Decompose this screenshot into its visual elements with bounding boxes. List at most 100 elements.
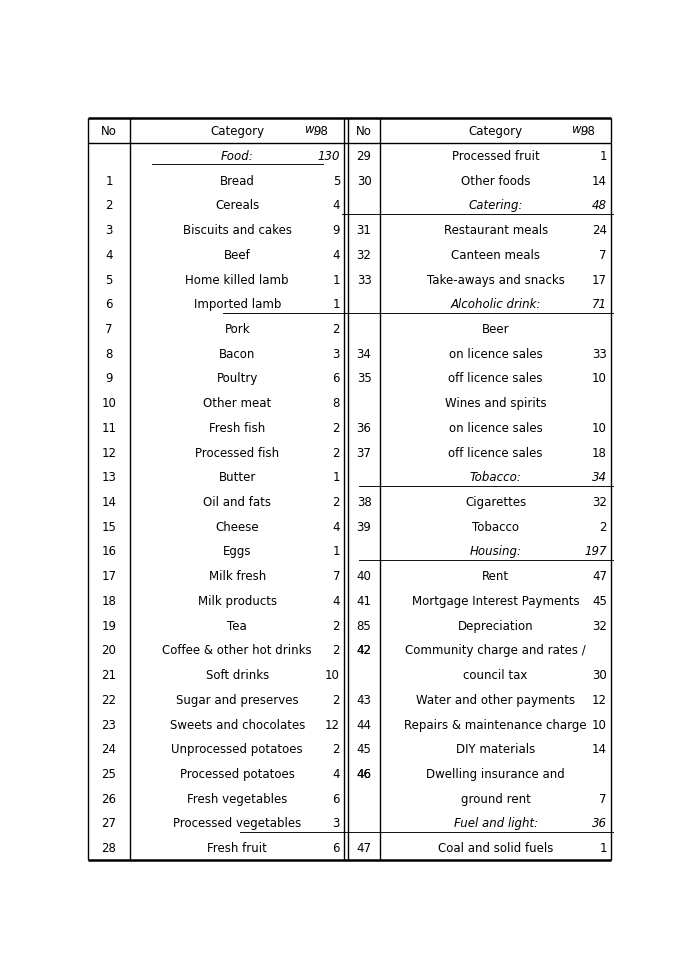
Text: Poultry: Poultry xyxy=(216,372,258,385)
Text: Fresh fruit: Fresh fruit xyxy=(207,841,267,855)
Text: Repairs & maintenance charge: Repairs & maintenance charge xyxy=(404,718,587,731)
Text: 34: 34 xyxy=(592,471,607,484)
Text: 24: 24 xyxy=(102,742,117,756)
Text: Bacon: Bacon xyxy=(219,347,255,360)
Text: 1: 1 xyxy=(105,174,113,187)
Text: Housing:: Housing: xyxy=(470,545,522,558)
Text: 10: 10 xyxy=(592,718,607,731)
Text: Tobacco:: Tobacco: xyxy=(470,471,522,484)
Text: 13: 13 xyxy=(102,471,117,484)
Text: 37: 37 xyxy=(357,446,372,459)
Text: 18: 18 xyxy=(592,446,607,459)
Text: 21: 21 xyxy=(102,669,117,681)
Text: Imported lamb: Imported lamb xyxy=(194,297,281,311)
Text: Tea: Tea xyxy=(227,619,247,632)
Text: Catering:: Catering: xyxy=(469,200,523,212)
Text: Home killed lamb: Home killed lamb xyxy=(186,273,289,286)
Text: 2: 2 xyxy=(333,693,340,706)
Text: 4: 4 xyxy=(333,248,340,262)
Text: 35: 35 xyxy=(357,372,372,385)
Text: 2: 2 xyxy=(333,619,340,632)
Text: 98: 98 xyxy=(580,125,595,138)
Text: Soft drinks: Soft drinks xyxy=(205,669,269,681)
Text: 2: 2 xyxy=(599,520,607,533)
Text: 7: 7 xyxy=(599,792,607,805)
Text: 4: 4 xyxy=(333,520,340,533)
Text: 30: 30 xyxy=(592,669,607,681)
Text: Processed fruit: Processed fruit xyxy=(451,150,539,163)
Text: Beer: Beer xyxy=(482,323,509,335)
Text: Biscuits and cakes: Biscuits and cakes xyxy=(183,224,292,236)
Text: Fuel and light:: Fuel and light: xyxy=(454,817,537,829)
Text: Community charge and rates /: Community charge and rates / xyxy=(405,643,586,657)
Text: Water and other payments: Water and other payments xyxy=(416,693,575,706)
Text: 45: 45 xyxy=(592,594,607,608)
Text: 16: 16 xyxy=(102,545,117,558)
Text: 3: 3 xyxy=(105,224,113,236)
Text: 31: 31 xyxy=(357,224,372,236)
Text: Oil and fats: Oil and fats xyxy=(203,495,271,509)
Text: 6: 6 xyxy=(333,792,340,805)
Text: 10: 10 xyxy=(592,372,607,385)
Text: 36: 36 xyxy=(357,422,372,434)
Text: 25: 25 xyxy=(102,767,117,780)
Text: Restaurant meals: Restaurant meals xyxy=(443,224,548,236)
Text: DIY materials: DIY materials xyxy=(456,742,535,756)
Text: Fresh fish: Fresh fish xyxy=(209,422,265,434)
Text: Take-aways and snacks: Take-aways and snacks xyxy=(427,273,565,286)
Text: 1: 1 xyxy=(333,297,340,311)
Text: 46: 46 xyxy=(357,767,372,780)
Text: 2: 2 xyxy=(333,742,340,756)
Text: 12: 12 xyxy=(102,446,117,459)
Text: 34: 34 xyxy=(357,347,372,360)
Text: 39: 39 xyxy=(357,520,372,533)
Text: Bread: Bread xyxy=(220,174,254,187)
Text: 43: 43 xyxy=(357,693,372,706)
Text: 36: 36 xyxy=(592,817,607,829)
Text: 4: 4 xyxy=(333,594,340,608)
Text: 20: 20 xyxy=(102,643,117,657)
Text: Processed vegetables: Processed vegetables xyxy=(173,817,301,829)
Text: Sugar and preserves: Sugar and preserves xyxy=(176,693,299,706)
Text: 17: 17 xyxy=(592,273,607,286)
Text: Fresh vegetables: Fresh vegetables xyxy=(187,792,287,805)
Text: 98: 98 xyxy=(314,125,329,138)
Text: 6: 6 xyxy=(333,372,340,385)
Text: Food:: Food: xyxy=(221,150,254,163)
Text: Alcoholic drink:: Alcoholic drink: xyxy=(451,297,541,311)
Text: Sweets and chocolates: Sweets and chocolates xyxy=(170,718,305,731)
Text: 5: 5 xyxy=(105,273,113,286)
Text: Cigarettes: Cigarettes xyxy=(465,495,527,509)
Text: 30: 30 xyxy=(357,174,372,187)
Text: Coffee & other hot drinks: Coffee & other hot drinks xyxy=(162,643,312,657)
Text: 12: 12 xyxy=(592,693,607,706)
Text: 11: 11 xyxy=(102,422,117,434)
Text: off licence sales: off licence sales xyxy=(449,372,543,385)
Text: on licence sales: on licence sales xyxy=(449,347,543,360)
Text: 45: 45 xyxy=(357,742,372,756)
Text: 2: 2 xyxy=(333,323,340,335)
Text: No: No xyxy=(101,125,117,138)
Text: Processed fish: Processed fish xyxy=(195,446,279,459)
Text: 2: 2 xyxy=(333,643,340,657)
Text: 1: 1 xyxy=(333,471,340,484)
Text: Canteen meals: Canteen meals xyxy=(451,248,540,262)
Text: 2: 2 xyxy=(333,422,340,434)
Text: 10: 10 xyxy=(325,669,340,681)
Text: 24: 24 xyxy=(592,224,607,236)
Text: 33: 33 xyxy=(592,347,607,360)
Text: 40: 40 xyxy=(357,570,372,582)
Text: 23: 23 xyxy=(102,718,117,731)
Text: 19: 19 xyxy=(102,619,117,632)
Text: $w_i$: $w_i$ xyxy=(304,125,318,138)
Text: 15: 15 xyxy=(102,520,117,533)
Text: 1: 1 xyxy=(599,841,607,855)
Text: Pork: Pork xyxy=(224,323,250,335)
Text: 5: 5 xyxy=(333,174,340,187)
Text: 130: 130 xyxy=(318,150,340,163)
Text: 26: 26 xyxy=(102,792,117,805)
Text: 71: 71 xyxy=(592,297,607,311)
Text: 47: 47 xyxy=(592,570,607,582)
Text: Processed potatoes: Processed potatoes xyxy=(180,767,295,780)
Text: 8: 8 xyxy=(333,396,340,410)
